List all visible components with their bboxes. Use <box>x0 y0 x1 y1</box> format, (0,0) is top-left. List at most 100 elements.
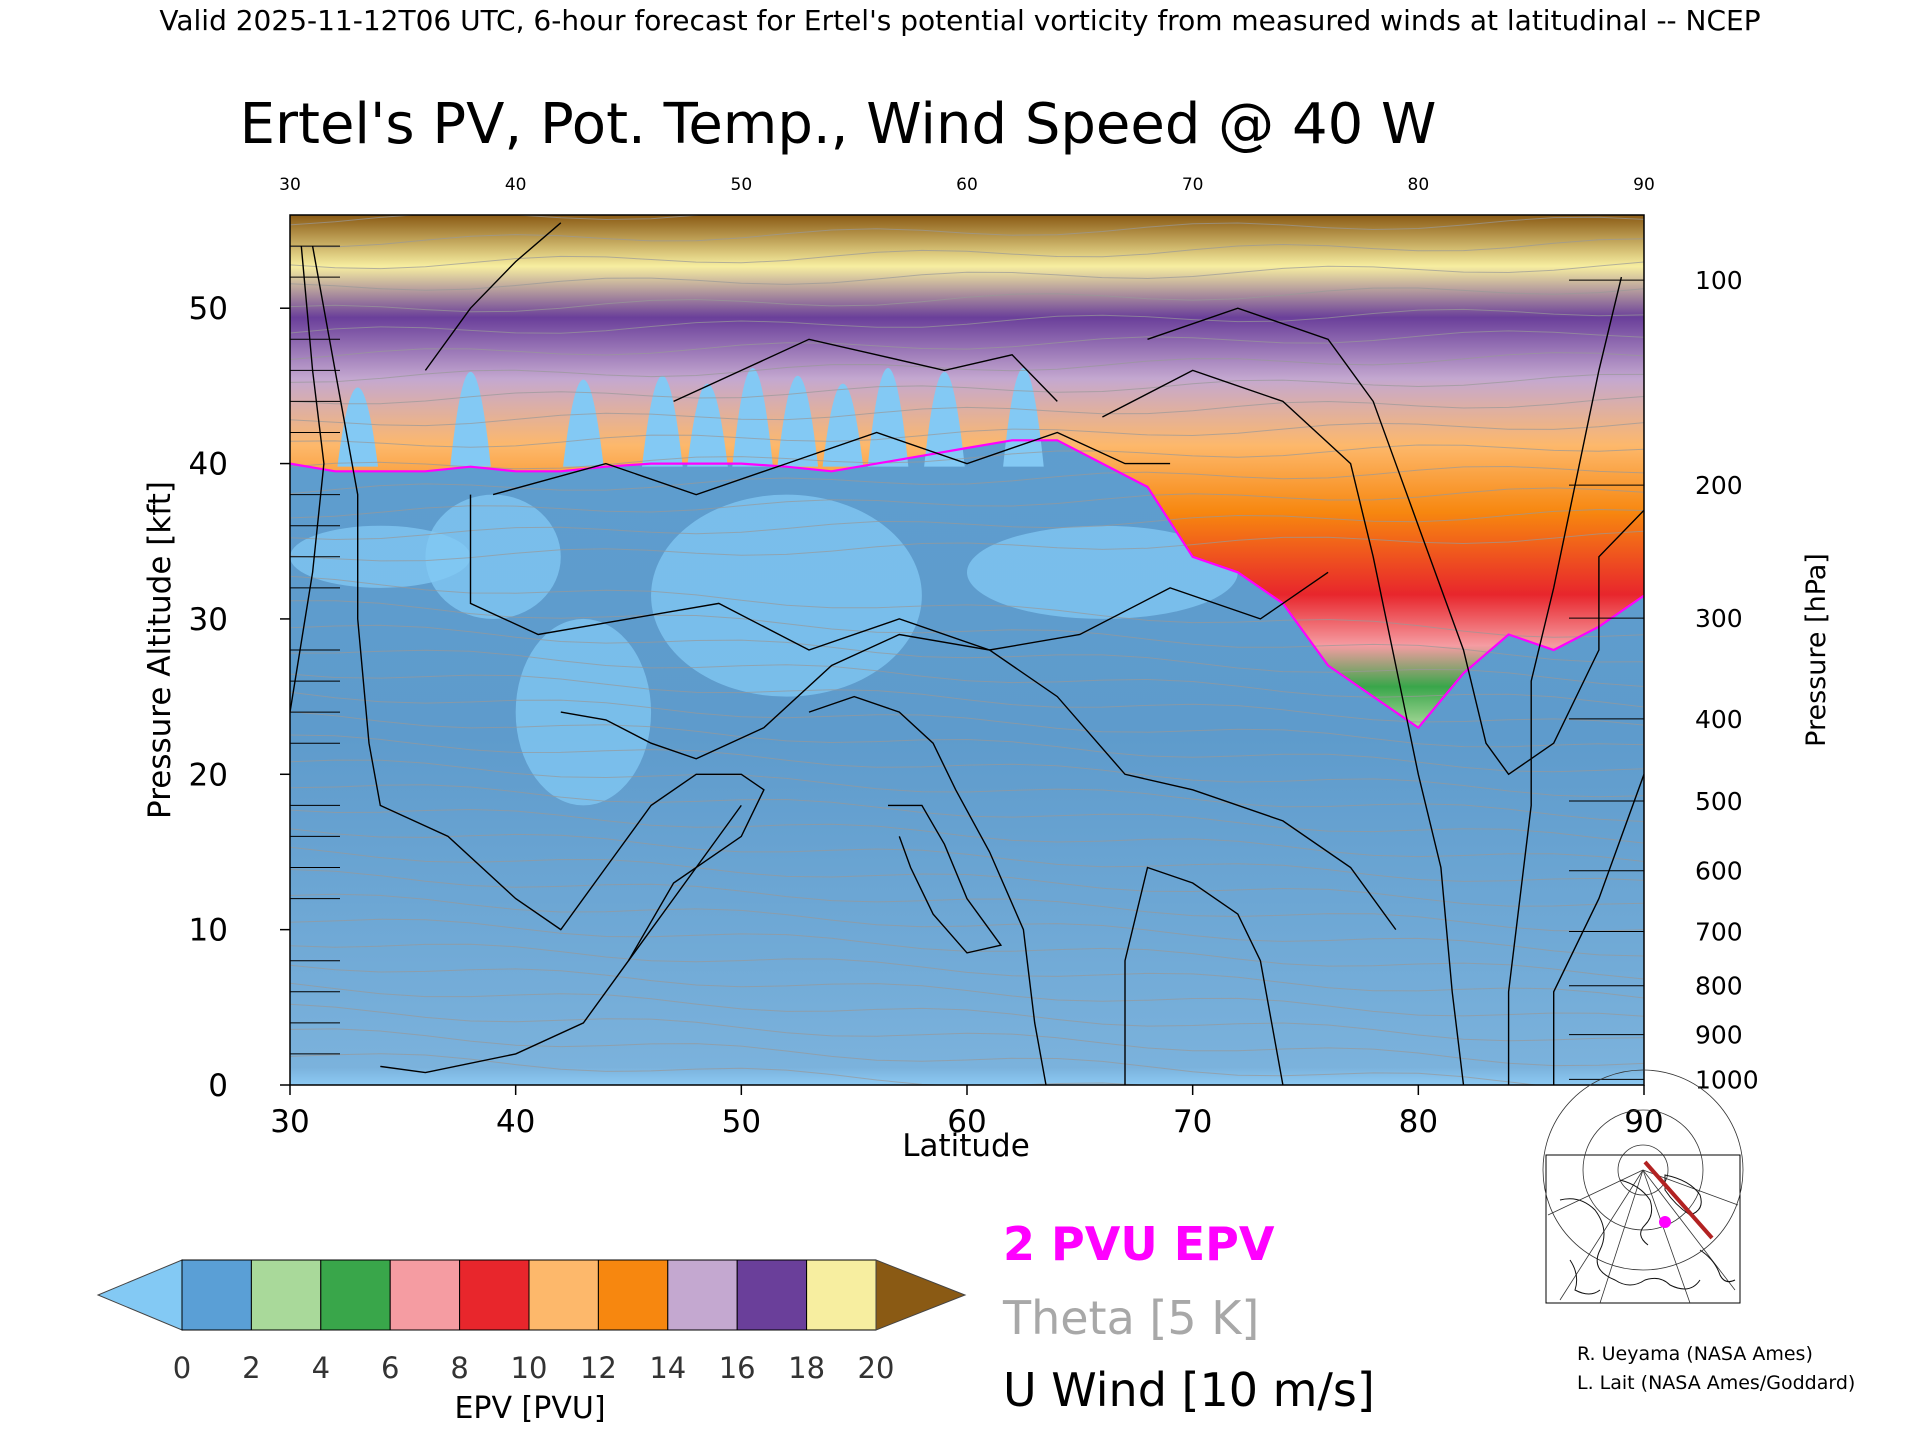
theta-isentrope <box>290 893 1644 957</box>
y-tick-label: 50 <box>189 291 228 327</box>
pressure-tick-label: 500 <box>1695 787 1743 816</box>
x-axis-label: Latitude <box>902 1128 1030 1164</box>
theta-isentrope <box>290 734 1644 798</box>
y-axis-right-label: Pressure [hPa] <box>1801 553 1832 747</box>
theta-isentrope <box>290 711 1644 773</box>
colorbar-tick-label: 16 <box>719 1351 756 1385</box>
theta-isentrope <box>290 918 1644 980</box>
theta-isentrope <box>290 422 1644 448</box>
u-wind-contour-line <box>673 338 1058 403</box>
theta-isentrope <box>290 828 1644 882</box>
x-tick-label: 70 <box>1173 1104 1212 1140</box>
y-axis-right: 100 200 300 400 500 600 700 800 900 1000 <box>1569 266 1759 1094</box>
y-tick-label: 40 <box>189 447 228 483</box>
theta-isentrope <box>290 508 1644 541</box>
u-wind-contour-line <box>1102 369 1465 1085</box>
theta-isentrope <box>290 487 1644 519</box>
x-top-tick-label: 80 <box>1408 175 1430 195</box>
credit-line-2: L. Lait (NASA Ames/Goddard) <box>1577 1372 1855 1394</box>
tropospheric-intrusion <box>867 368 909 467</box>
theta-isentrope <box>290 982 1644 1042</box>
inset-map <box>1542 1069 1744 1304</box>
colorbar: 0 2 4 6 8 10 12 14 16 18 20 <box>96 1259 967 1385</box>
theta-isentrope <box>290 216 1644 248</box>
u-wind-contour-line <box>888 804 1003 954</box>
theta-isentrope <box>290 575 1644 638</box>
header-text: Valid 2025-11-12T06 UTC, 6-hour forecast… <box>159 4 1760 37</box>
theta-isentrope <box>290 943 1644 999</box>
legend-theta: Theta [5 K] <box>1002 1291 1259 1345</box>
colorbar-tick-label: 2 <box>242 1351 260 1385</box>
legend-pvu: 2 PVU EPV <box>1003 1217 1275 1271</box>
theta-isentrope <box>290 624 1644 687</box>
pressure-tick-label: 400 <box>1695 705 1743 734</box>
legend-uwind: U Wind [10 m/s] <box>1003 1363 1375 1417</box>
theta-isentrope <box>290 530 1644 562</box>
u-wind-contour-line <box>560 633 1397 931</box>
tropospheric-intrusion <box>337 387 379 467</box>
colorbar-segment <box>320 1259 391 1331</box>
epv-light-patch <box>425 494 561 619</box>
x-tick-label: 80 <box>1399 1104 1438 1140</box>
theta-isentrope <box>290 444 1644 470</box>
epv-light-patch <box>651 494 922 697</box>
u-wind-contour-line <box>1507 276 1623 1085</box>
tropospheric-intrusion <box>687 383 728 467</box>
pressure-tick-label: 700 <box>1695 918 1743 947</box>
theta-isentrope <box>290 784 1644 844</box>
colorbar-segment <box>250 1259 322 1331</box>
colorbar-tick-label: 6 <box>381 1351 399 1385</box>
tropospheric-intrusion <box>563 379 604 467</box>
theta-isentrope <box>290 396 1644 427</box>
theta-isentrope <box>290 673 1644 726</box>
plot-area <box>290 215 1644 1085</box>
u-wind-contour-line <box>469 494 1329 651</box>
x-top-tick-label: 60 <box>956 175 978 195</box>
theta-isentrope <box>290 846 1644 907</box>
epv-light-patches <box>290 494 1238 806</box>
x-axis-top: 30 40 50 60 70 80 90 <box>279 175 1655 195</box>
y-axis-label: Pressure Altitude [kft] <box>142 481 178 819</box>
colorbar-label: EPV [PVU] <box>454 1391 605 1426</box>
colorbar-segment <box>459 1259 530 1331</box>
theta-isentrope <box>290 964 1644 1017</box>
map-coastlines <box>1559 1174 1736 1295</box>
y-tick-label: 20 <box>189 757 228 793</box>
pressure-tick-label: 900 <box>1695 1021 1743 1050</box>
u-wind-contours <box>290 222 1644 1085</box>
theta-isentrope <box>290 352 1644 383</box>
tropospheric-intrusion <box>732 368 773 467</box>
tropospheric-intrusion <box>777 375 819 467</box>
pressure-tick-label: 600 <box>1695 857 1743 886</box>
theta-isentrope <box>290 261 1644 291</box>
credit-line-1: R. Ueyama (NASA Ames) <box>1577 1343 1813 1365</box>
pressure-tick-label: 200 <box>1695 471 1743 500</box>
x-tick-label: 30 <box>270 1104 309 1140</box>
colorbar-segment <box>181 1259 252 1331</box>
theta-isentrope <box>290 308 1644 334</box>
colorbar-tick-label: 0 <box>173 1351 191 1385</box>
x-tick-label: 40 <box>496 1104 535 1140</box>
theta-isentrope <box>290 238 1644 270</box>
theta-isentrope <box>290 373 1644 405</box>
colorbar-segment <box>806 1259 877 1331</box>
colorbar-tick-label: 14 <box>649 1351 686 1385</box>
colorbar-tick-label: 12 <box>580 1351 617 1385</box>
tropospheric-intrusion <box>822 383 864 467</box>
theta-isentrope <box>290 759 1644 822</box>
theta-contours <box>290 215 1644 1085</box>
x-top-tick-label: 40 <box>505 175 527 195</box>
theta-isentrope <box>290 330 1644 360</box>
colorbar-segment <box>667 1259 738 1331</box>
y-tick-label: 10 <box>189 913 228 949</box>
x-top-tick-label: 90 <box>1633 175 1655 195</box>
theta-isentrope <box>290 1028 1540 1085</box>
colorbar-tick-label: 20 <box>858 1351 895 1385</box>
pressure-tick-label: 800 <box>1695 972 1743 1001</box>
theta-isentrope <box>290 1003 1644 1067</box>
u-wind-contour-line <box>1124 866 1284 1085</box>
cross-section-track <box>1643 1160 1714 1240</box>
theta-isentrope <box>290 600 1644 663</box>
epv-light-patch <box>290 525 471 588</box>
colorbar-segment <box>736 1259 808 1331</box>
